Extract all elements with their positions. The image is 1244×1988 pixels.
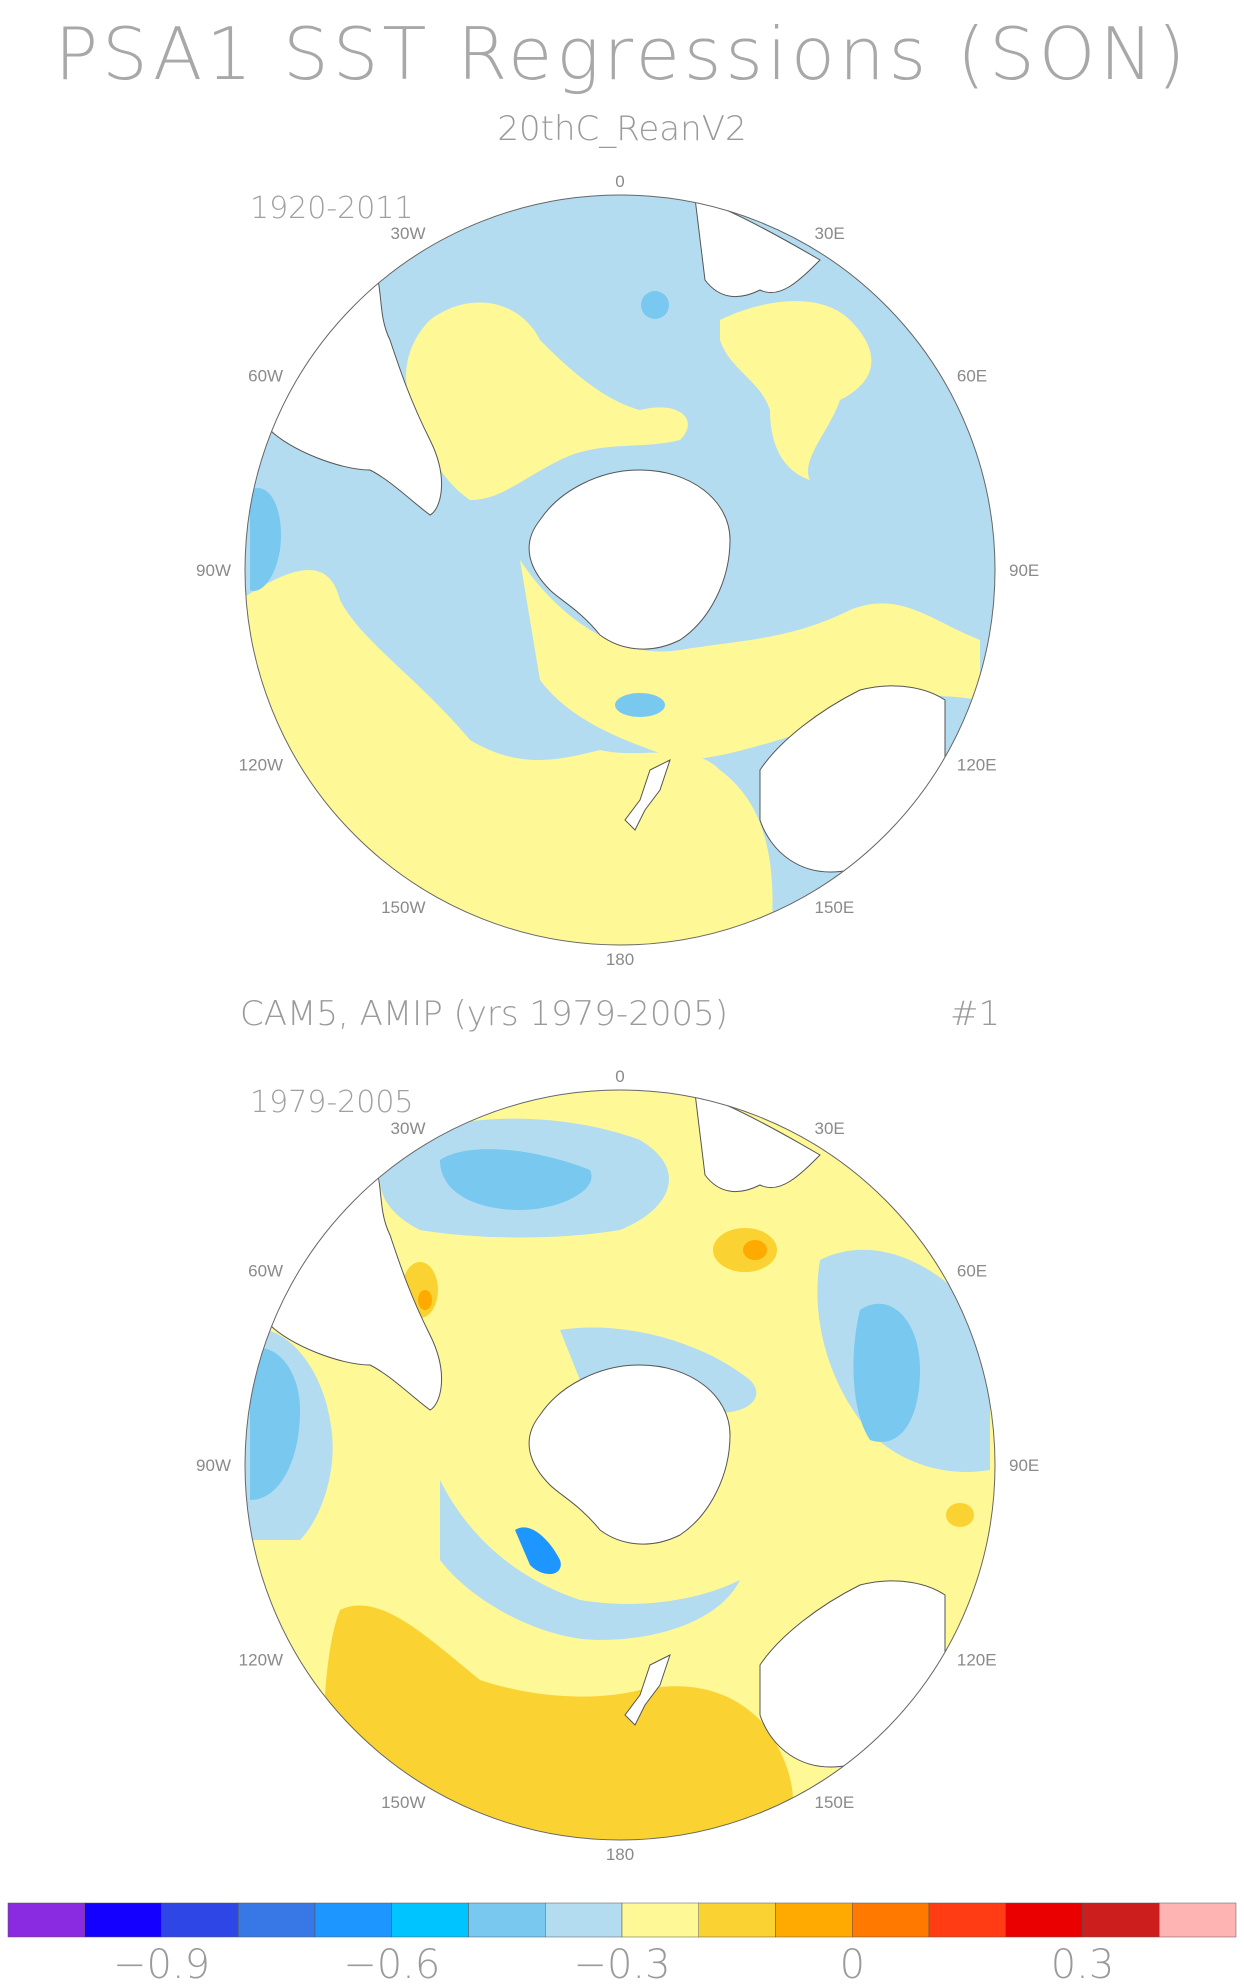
panel-1-lon-label: 60E — [957, 367, 987, 386]
panel-2-longitude-labels: 0 30E 60E 90E 120E 150E 180 150W 120W 90W 60W 30W — [196, 1067, 1039, 1864]
panel-1-africa — [694, 197, 821, 298]
colorbar-swatch — [391, 1902, 469, 1938]
panel-1-title: 20thC_ReanV2 — [497, 109, 746, 149]
panel-2-positive-indian — [946, 1503, 974, 1527]
colorbar-swatch — [161, 1902, 239, 1938]
panel-1-lon-label: 30E — [815, 224, 845, 243]
panel-2-antarctica — [528, 1364, 731, 1545]
panel-1-negative-pacific — [615, 693, 665, 717]
panel-1-lon-label: 0 — [615, 172, 624, 191]
colorbar-swatch — [852, 1902, 930, 1938]
panel-1-period: 1920-2011 — [250, 191, 414, 226]
colorbar — [7, 1902, 1237, 1938]
panel-2-run-label: #1 — [950, 994, 1000, 1034]
colorbar-tick-labels: −0.9−0.6−0.300.30.60.9 — [113, 1942, 1115, 1988]
panel-1-new-zealand — [624, 759, 671, 831]
panel-2-lon-label: 30W — [391, 1119, 426, 1138]
colorbar-tick-label: −0.9 — [113, 1942, 210, 1988]
panel-2-title: CAM5, AMIP (yrs 1979-2005) — [240, 994, 728, 1034]
colorbar-tick-label: 0.3 — [1051, 1942, 1115, 1988]
panel-2-map-border — [244, 1089, 996, 1841]
colorbar-swatch — [468, 1902, 546, 1938]
panel-1-map-border — [244, 194, 996, 946]
main-title: PSA1 SST Regressions (SON) — [54, 12, 1190, 96]
panel-1-lon-label: 90W — [196, 561, 231, 580]
colorbar-swatch — [314, 1902, 392, 1938]
colorbar-swatch — [621, 1902, 699, 1938]
colorbar-swatch — [1005, 1902, 1083, 1938]
colorbar-swatch — [928, 1902, 1006, 1938]
panel-2-lon-label: 60W — [248, 1262, 283, 1281]
panel-1-longitude-labels: 0 30E 60E 90E 120E 150E 180 150W 120W 90W 60W 30W — [196, 172, 1039, 969]
panel-2-lon-label: 150W — [381, 1793, 425, 1812]
panel-2-negative-blob-ross — [515, 1527, 561, 1575]
panel-2-lon-label: 120W — [239, 1651, 283, 1670]
panel-1-positive-south-atlantic — [406, 302, 688, 500]
panel-2-lon-label: 90W — [196, 1456, 231, 1475]
panel-1-lon-label: 30W — [391, 224, 426, 243]
panel-2-lon-label: 0 — [615, 1067, 624, 1086]
panel-1-negative-west — [250, 488, 281, 591]
panel-2-africa — [694, 1092, 821, 1193]
colorbar-swatch — [1159, 1902, 1237, 1938]
colorbar-swatch — [84, 1902, 162, 1938]
panel-2-positive-max-1 — [743, 1240, 767, 1260]
panel-1-lon-label: 60W — [248, 367, 283, 386]
panel-2-positive-max-2 — [418, 1290, 432, 1310]
panel-1-map — [245, 195, 995, 945]
panel-2: CAM5, AMIP (yrs 1979-2005) #1 1979-2005 — [196, 994, 1039, 1864]
panel-1-lon-label: 90E — [1009, 561, 1039, 580]
panel-1-lon-label: 180 — [606, 950, 634, 969]
panel-2-negative-ring — [440, 1480, 740, 1640]
panel-2-period: 1979-2005 — [250, 1085, 414, 1120]
panel-1-lon-label: 120E — [957, 756, 997, 775]
colorbar-swatch — [698, 1902, 776, 1938]
panel-1: 20thC_ReanV2 1920-2011 0 30E 60E 90E 120E 150… — [196, 109, 1039, 969]
panel-2-negative-blob-west — [250, 1348, 300, 1500]
panel-2-lon-label: 30E — [815, 1119, 845, 1138]
panel-1-negative-atlantic — [641, 291, 669, 319]
panel-2-lon-label: 60E — [957, 1262, 987, 1281]
colorbar-swatch — [545, 1902, 623, 1938]
panel-2-lon-label: 150E — [815, 1793, 855, 1812]
panel-1-lon-label: 150E — [815, 898, 855, 917]
colorbar-swatch — [238, 1902, 316, 1938]
panel-2-positive-pacific — [323, 1605, 794, 1840]
panel-1-lon-label: 120W — [239, 756, 283, 775]
panel-2-map — [245, 1090, 995, 1840]
colorbar-tick-label: 0 — [840, 1942, 865, 1988]
panel-2-negative-blob-atlantic — [440, 1149, 592, 1210]
colorbar-tick-label: −0.6 — [343, 1942, 440, 1988]
panel-2-lon-label: 90E — [1009, 1456, 1039, 1475]
panel-2-new-zealand — [624, 1654, 671, 1726]
colorbar-tick-label: −0.3 — [573, 1942, 670, 1988]
panel-1-antarctica — [528, 469, 731, 650]
panel-1-lon-label: 150W — [381, 898, 425, 917]
panel-2-lon-label: 120E — [957, 1651, 997, 1670]
panel-1-positive-indian — [720, 301, 872, 480]
panel-2-negative-blob-indian — [853, 1303, 920, 1442]
colorbar-swatch — [775, 1902, 853, 1938]
colorbar-swatch — [7, 1902, 85, 1938]
panel-2-lon-label: 180 — [606, 1845, 634, 1864]
colorbar-swatch — [1082, 1902, 1160, 1938]
